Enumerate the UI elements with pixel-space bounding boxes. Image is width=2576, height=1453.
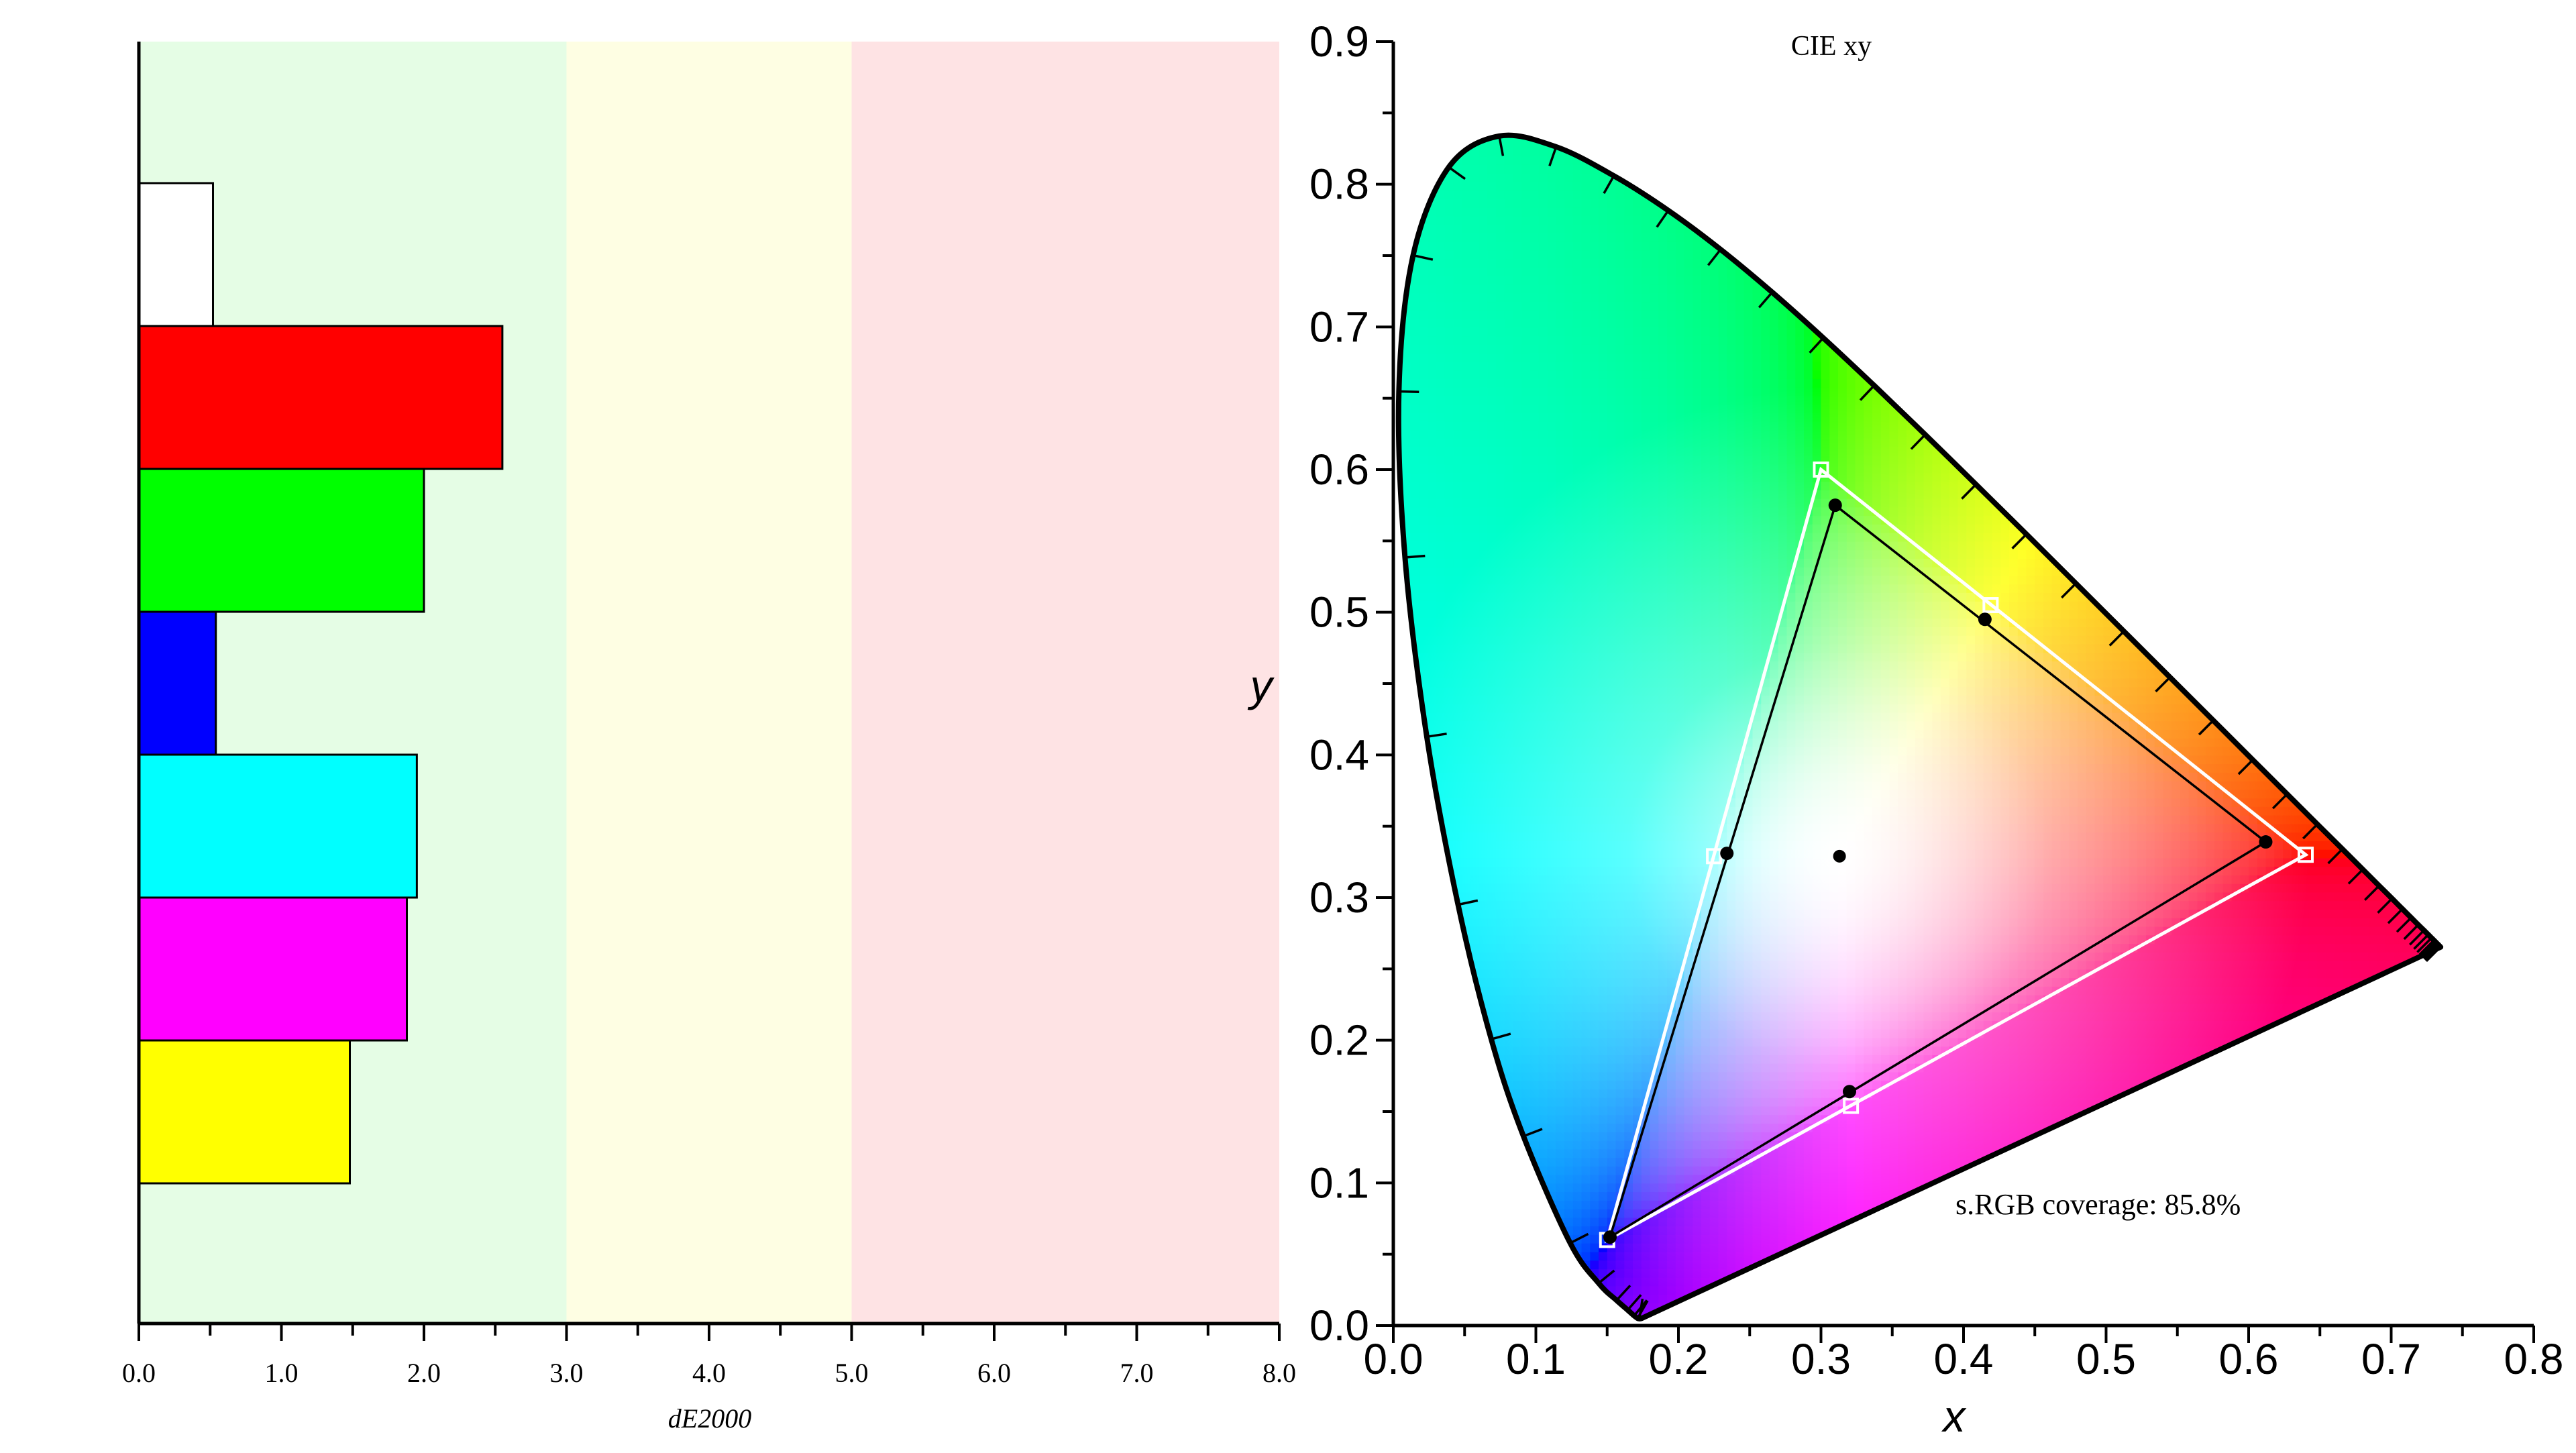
bar-x-tick-label: 3.0 (550, 1358, 584, 1388)
cie-y-tick-label: 0.4 (1309, 731, 1369, 779)
cie-y-tick-label: 0.2 (1309, 1016, 1369, 1065)
cie-x-tick-label: 0.6 (2219, 1335, 2279, 1383)
cie-x-tick-label: 0.1 (1506, 1335, 1566, 1383)
bar-5 (139, 898, 407, 1040)
coverage-annotation: s.RGB coverage: 85.8% (1955, 1188, 2241, 1221)
cie-x-tick-label: 0.7 (2361, 1335, 2421, 1383)
measured-point-white (1832, 849, 1847, 863)
cie-xy-chart: 0.0 0.1 0.2 0.3 0.4 0.5 0.6 0.7 0.8 0.0 0.1 0.2 0.3 0… (1248, 17, 2564, 1441)
measured-point-yellow (1978, 612, 1992, 626)
bar-1 (139, 326, 502, 469)
x-axis-label-cie: x (1941, 1391, 1967, 1441)
x-axis-label: dE2000 (668, 1403, 751, 1434)
bar-x-ticks: 0.0 1.0 2.0 3.0 4.0 5.0 6.0 7.0 8.0 (122, 1324, 1296, 1388)
bar-0 (139, 183, 213, 326)
cie-x-tick-label: 0.2 (1649, 1335, 1709, 1383)
chromaticity-fill (1370, 121, 2463, 1326)
bar-x-tick-label: 1.0 (265, 1358, 299, 1388)
bar-x-tick-label: 5.0 (835, 1358, 869, 1388)
bar-x-tick-label: 0.0 (122, 1358, 156, 1388)
bar-x-tick-label: 8.0 (1263, 1358, 1296, 1388)
chart-title: CIE xy (1791, 31, 1872, 62)
cie-y-tick-label: 0.8 (1309, 160, 1369, 209)
cie-y-tick-label: 0.3 (1309, 873, 1369, 922)
tolerance-zone-2 (852, 42, 1280, 1324)
cie-y-tick-label: 0.0 (1309, 1301, 1369, 1350)
cie-x-tick-label: 0.8 (2504, 1335, 2564, 1383)
cie-y-tick-label: 0.5 (1309, 588, 1369, 637)
bar-x-tick-label: 4.0 (692, 1358, 726, 1388)
measured-point-red (2259, 835, 2273, 849)
bar-2 (139, 469, 424, 612)
measured-point-green (1829, 498, 1842, 512)
bar-x-tick-label: 2.0 (407, 1358, 441, 1388)
measured-point-magenta (1843, 1085, 1856, 1098)
bar-4 (139, 755, 417, 898)
bar-6 (139, 1040, 350, 1183)
cie-x-tick-label: 0.4 (1934, 1335, 1994, 1383)
locus-tick (1405, 556, 1425, 557)
locus-tick (1399, 391, 1419, 392)
bar-3 (139, 612, 216, 755)
y-axis-label-cie: y (1248, 661, 1275, 710)
de2000-bar-chart: 0.0 1.0 2.0 3.0 4.0 5.0 6.0 7.0 8.0 dE2000 (122, 42, 1296, 1434)
measured-point-blue (1603, 1230, 1617, 1244)
cie-y-tick-label: 0.1 (1309, 1159, 1369, 1207)
tolerance-zone-1 (567, 42, 852, 1324)
cie-y-tick-label: 0.7 (1309, 303, 1369, 351)
cie-x-tick-label: 0.0 (1364, 1335, 1424, 1383)
cie-x-tick-label: 0.3 (1791, 1335, 1851, 1383)
measured-point-cyan (1720, 847, 1733, 860)
cie-x-tick-label: 0.5 (2076, 1335, 2136, 1383)
bar-x-tick-label: 6.0 (977, 1358, 1011, 1388)
bar-x-tick-label: 7.0 (1120, 1358, 1154, 1388)
cie-y-tick-label: 0.9 (1309, 17, 1369, 66)
cie-y-tick-label: 0.6 (1309, 445, 1369, 494)
